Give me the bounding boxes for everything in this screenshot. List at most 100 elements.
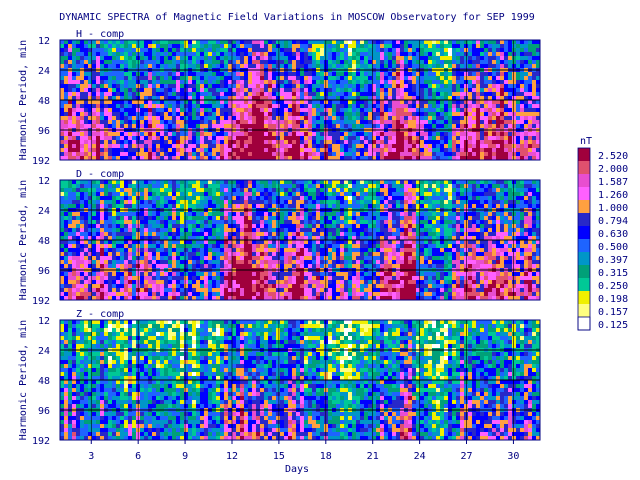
heatmap-cell: [104, 112, 108, 116]
heatmap-cell: [396, 76, 400, 80]
heatmap-cell: [268, 52, 272, 56]
heatmap-cell: [144, 212, 148, 216]
heatmap-cell: [224, 188, 228, 192]
heatmap-cell: [284, 144, 288, 148]
heatmap-cell: [536, 112, 540, 116]
heatmap-cell: [536, 152, 540, 156]
heatmap-cell: [488, 92, 492, 96]
heatmap-cell: [412, 112, 416, 116]
heatmap-cell: [520, 132, 524, 136]
heatmap-cell: [180, 196, 184, 200]
heatmap-cell: [116, 52, 120, 56]
heatmap-cell: [364, 104, 368, 108]
heatmap-cell: [132, 296, 136, 300]
heatmap-cell: [200, 48, 204, 52]
heatmap-cell: [224, 80, 228, 84]
heatmap-cell: [168, 260, 172, 264]
heatmap-cell: [140, 84, 144, 88]
heatmap-cell: [104, 144, 108, 148]
heatmap-cell: [376, 60, 380, 64]
heatmap-cell: [224, 288, 228, 292]
heatmap-cell: [124, 264, 128, 268]
heatmap-cell: [476, 48, 480, 52]
heatmap-cell: [100, 232, 104, 236]
heatmap-cell: [180, 48, 184, 52]
heatmap-cell: [424, 44, 428, 48]
heatmap-cell: [248, 152, 252, 156]
heatmap-cell: [116, 244, 120, 248]
heatmap-cell: [60, 156, 64, 160]
heatmap-cell: [92, 100, 96, 104]
heatmap-cell: [512, 84, 516, 88]
heatmap-cell: [236, 252, 240, 256]
heatmap-cell: [448, 144, 452, 148]
heatmap-cell: [424, 48, 428, 52]
heatmap-cell: [412, 96, 416, 100]
heatmap-cell: [220, 144, 224, 148]
heatmap-cell: [104, 188, 108, 192]
heatmap-cell: [396, 140, 400, 144]
heatmap-cell: [308, 104, 312, 108]
heatmap-cell: [152, 132, 156, 136]
heatmap-cell: [468, 80, 472, 84]
heatmap-cell: [316, 144, 320, 148]
heatmap-cell: [208, 144, 212, 148]
heatmap-cell: [336, 40, 340, 44]
heatmap-cell: [124, 92, 128, 96]
heatmap-cell: [180, 288, 184, 292]
heatmap-cell: [124, 116, 128, 120]
heatmap-cell: [352, 100, 356, 104]
heatmap-cell: [200, 288, 204, 292]
heatmap-cell: [172, 44, 176, 48]
heatmap-cell: [80, 180, 84, 184]
heatmap-cell: [292, 96, 296, 100]
heatmap-cell: [484, 80, 488, 84]
heatmap-cell: [260, 108, 264, 112]
heatmap-cell: [96, 100, 100, 104]
heatmap-cell: [228, 48, 232, 52]
heatmap-cell: [392, 72, 396, 76]
heatmap-cell: [96, 284, 100, 288]
heatmap-cell: [104, 272, 108, 276]
heatmap-cell: [436, 140, 440, 144]
heatmap-cell: [488, 44, 492, 48]
heatmap-cell: [168, 100, 172, 104]
heatmap-cell: [528, 132, 532, 136]
heatmap-cell: [156, 116, 160, 120]
heatmap-cell: [212, 200, 216, 204]
heatmap-cell: [76, 88, 80, 92]
heatmap-cell: [60, 188, 64, 192]
heatmap-cell: [152, 184, 156, 188]
heatmap-cell: [176, 120, 180, 124]
heatmap-cell: [120, 196, 124, 200]
heatmap-cell: [152, 64, 156, 68]
heatmap-cell: [488, 156, 492, 160]
heatmap-cell: [276, 84, 280, 88]
heatmap-cell: [368, 156, 372, 160]
heatmap-cell: [208, 228, 212, 232]
heatmap-cell: [520, 148, 524, 152]
heatmap-cell: [176, 88, 180, 92]
heatmap-cell: [84, 52, 88, 56]
heatmap-cell: [332, 80, 336, 84]
heatmap-cell: [72, 180, 76, 184]
heatmap-cell: [536, 132, 540, 136]
heatmap-cell: [100, 248, 104, 252]
heatmap-cell: [232, 132, 236, 136]
heatmap-cell: [444, 120, 448, 124]
heatmap-cell: [96, 140, 100, 144]
heatmap-cell: [208, 240, 212, 244]
heatmap-cell: [264, 136, 268, 140]
heatmap-cell: [232, 72, 236, 76]
heatmap-cell: [356, 132, 360, 136]
heatmap-cell: [76, 296, 80, 300]
heatmap-cell: [224, 284, 228, 288]
heatmap-cell: [208, 224, 212, 228]
heatmap-cell: [288, 116, 292, 120]
heatmap-cell: [432, 72, 436, 76]
heatmap-cell: [180, 64, 184, 68]
heatmap-cell: [196, 108, 200, 112]
heatmap-cell: [272, 120, 276, 124]
heatmap-cell: [356, 96, 360, 100]
heatmap-cell: [368, 92, 372, 96]
